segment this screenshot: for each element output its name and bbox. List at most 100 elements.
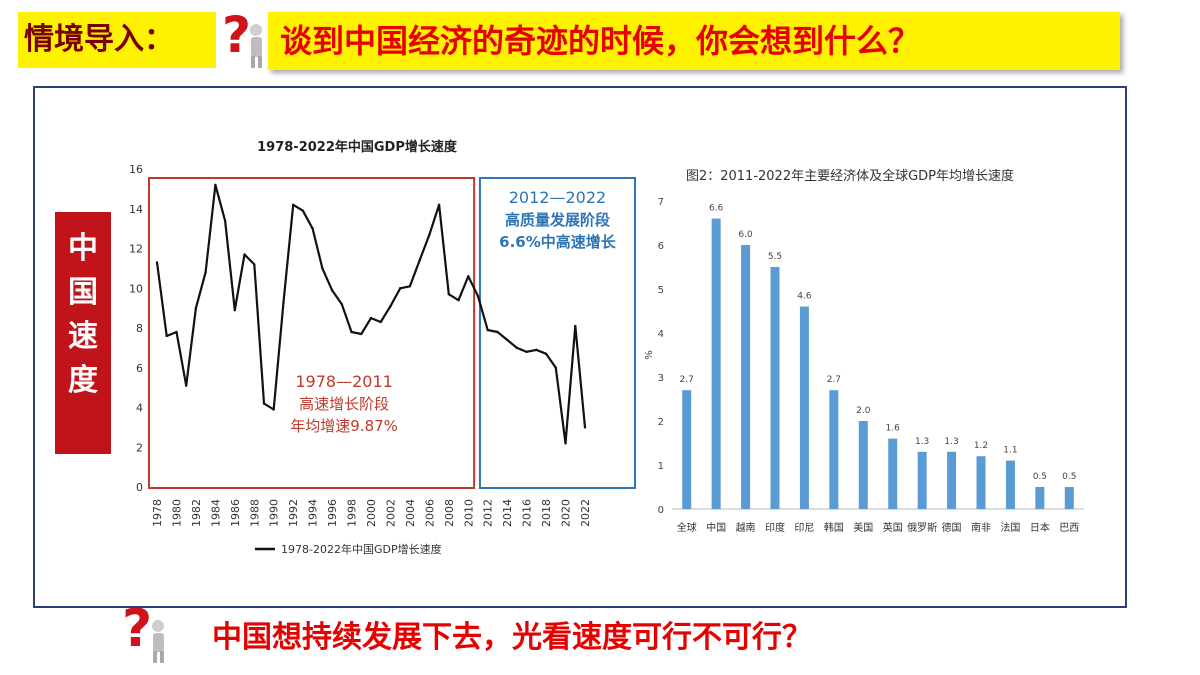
gdp-growth-point bbox=[457, 298, 460, 302]
gdp-growth-point bbox=[253, 263, 256, 266]
gdp-growth-point bbox=[340, 302, 344, 306]
question-mark-figure-icon: ? bbox=[222, 6, 262, 68]
y-tick-label: 14 bbox=[129, 203, 143, 216]
svg-text:?: ? bbox=[122, 599, 152, 659]
gdp-growth-point bbox=[311, 227, 314, 230]
x-tick-label: 2008 bbox=[443, 499, 456, 527]
gdp-growth-point bbox=[408, 285, 412, 288]
bar bbox=[799, 306, 809, 509]
y-tick-label: 3 bbox=[658, 373, 664, 384]
gdp-growth-point bbox=[496, 330, 499, 334]
gdp-growth-point bbox=[398, 287, 402, 290]
x-tick-label: 1988 bbox=[248, 499, 261, 527]
legend-label: 1978-2022年中国GDP增长速度 bbox=[281, 542, 442, 556]
y-tick-label: 2 bbox=[658, 417, 664, 428]
x-tick-label: 2020 bbox=[560, 499, 573, 527]
bar-value-label: 0.5 bbox=[1062, 472, 1076, 482]
gdp-growth-point bbox=[321, 267, 324, 270]
x-tick-label: 1982 bbox=[190, 499, 203, 527]
category-label: 俄罗斯 bbox=[907, 521, 937, 534]
bar-chart-title: 图2：2011-2022年主要经济体及全球GDP年均增长速度 bbox=[686, 168, 1014, 184]
china-speed-label: 中 国 速 度 bbox=[55, 212, 111, 454]
bar bbox=[711, 218, 721, 509]
gdp-growth-point bbox=[554, 366, 558, 369]
gdp-bar-chart: 图2：2011-2022年主要经济体及全球GDP年均增长速度 0 1 2 3 4 5 6 7%… bbox=[644, 168, 1084, 534]
gdp-growth-point bbox=[467, 275, 470, 278]
x-tick-label: 2004 bbox=[404, 499, 417, 527]
x-tick-label: 2006 bbox=[423, 499, 436, 527]
bar-value-label: 2.7 bbox=[827, 375, 841, 385]
gdp-growth-point bbox=[291, 203, 295, 206]
gdp-growth-point bbox=[301, 209, 305, 212]
x-tick-label: 2022 bbox=[579, 499, 592, 527]
line-chart-title: 1978-2022年中国GDP增长速度 bbox=[257, 139, 458, 155]
bar bbox=[917, 451, 927, 509]
side-char: 速 bbox=[68, 319, 98, 354]
bar bbox=[1005, 460, 1015, 509]
category-label: 中国 bbox=[706, 521, 726, 534]
gdp-growth-point bbox=[583, 426, 587, 429]
gdp-growth-point bbox=[282, 300, 285, 304]
gdp-growth-point bbox=[243, 253, 246, 256]
gdp-growth-point bbox=[544, 352, 548, 356]
bar bbox=[770, 267, 780, 509]
gdp-growth-point bbox=[165, 334, 168, 338]
category-label: 印度 bbox=[765, 521, 785, 534]
chart-panel bbox=[33, 86, 1127, 608]
gdp-growth-point bbox=[204, 271, 207, 274]
gdp-growth-point bbox=[525, 350, 528, 354]
y-tick-label: 6 bbox=[658, 241, 664, 252]
bar bbox=[682, 390, 692, 509]
gdp-growth-point bbox=[389, 304, 392, 308]
x-tick-label: 2014 bbox=[501, 499, 514, 527]
x-tick-label: 1978 bbox=[151, 499, 164, 527]
y-tick-label: 0 bbox=[658, 505, 664, 516]
gdp-growth-point bbox=[194, 306, 198, 310]
gdp-growth-point bbox=[476, 295, 480, 298]
gdp-growth-point bbox=[535, 348, 538, 352]
x-tick-label: 2000 bbox=[365, 499, 378, 527]
category-label: 日本 bbox=[1030, 521, 1050, 534]
bar-value-label: 0.5 bbox=[1033, 472, 1047, 482]
side-char: 中 bbox=[68, 231, 98, 266]
bar bbox=[741, 245, 751, 509]
bar-value-label: 6.0 bbox=[738, 230, 753, 240]
side-char: 国 bbox=[68, 275, 98, 310]
x-tick-label: 2012 bbox=[482, 499, 495, 527]
gdp-growth-point bbox=[447, 293, 451, 296]
x-tick-label: 1990 bbox=[268, 499, 281, 527]
y-tick-label: 1 bbox=[658, 461, 664, 472]
x-tick-label: 1998 bbox=[346, 499, 359, 527]
category-label: 全球 bbox=[677, 521, 697, 534]
gdp-growth-point bbox=[379, 320, 382, 324]
bar-value-label: 1.3 bbox=[915, 437, 929, 447]
category-label: 德国 bbox=[942, 521, 962, 534]
gdp-growth-point bbox=[486, 328, 489, 332]
gdp-growth-point bbox=[360, 332, 363, 336]
gdp-growth-point bbox=[155, 261, 159, 264]
svg-text:?: ? bbox=[222, 6, 251, 64]
closing-question: 中国想持续发展下去，光看速度可行不可行？ bbox=[212, 620, 812, 655]
y-tick-label: 7 bbox=[658, 197, 664, 208]
gdp-growth-point bbox=[369, 316, 373, 320]
category-label: 南非 bbox=[971, 521, 991, 534]
x-tick-label: 1992 bbox=[287, 499, 300, 527]
category-label: 英国 bbox=[883, 521, 903, 534]
gdp-growth-point bbox=[428, 233, 431, 236]
bar-value-label: 4.6 bbox=[797, 292, 812, 302]
bar-value-label: 5.5 bbox=[768, 252, 782, 262]
bar bbox=[976, 456, 986, 509]
gdp-growth-point bbox=[437, 203, 441, 206]
x-tick-label: 2018 bbox=[540, 499, 553, 527]
y-tick-label: 5 bbox=[658, 285, 664, 296]
x-tick-label: 1986 bbox=[229, 499, 242, 527]
gdp-growth-point bbox=[574, 324, 577, 328]
intro-question: 谈到中国经济的奇迹的时候，你会想到什么？ bbox=[268, 12, 1120, 70]
y-tick-label: 8 bbox=[136, 322, 143, 335]
category-label: 美国 bbox=[853, 521, 873, 534]
x-tick-label: 2002 bbox=[384, 499, 397, 527]
category-label: 韩国 bbox=[824, 521, 844, 534]
gdp-growth-point bbox=[505, 338, 509, 342]
period-annotation-2: 6.6%中高速增长 bbox=[499, 233, 617, 251]
gdp-growth-point bbox=[184, 384, 188, 387]
